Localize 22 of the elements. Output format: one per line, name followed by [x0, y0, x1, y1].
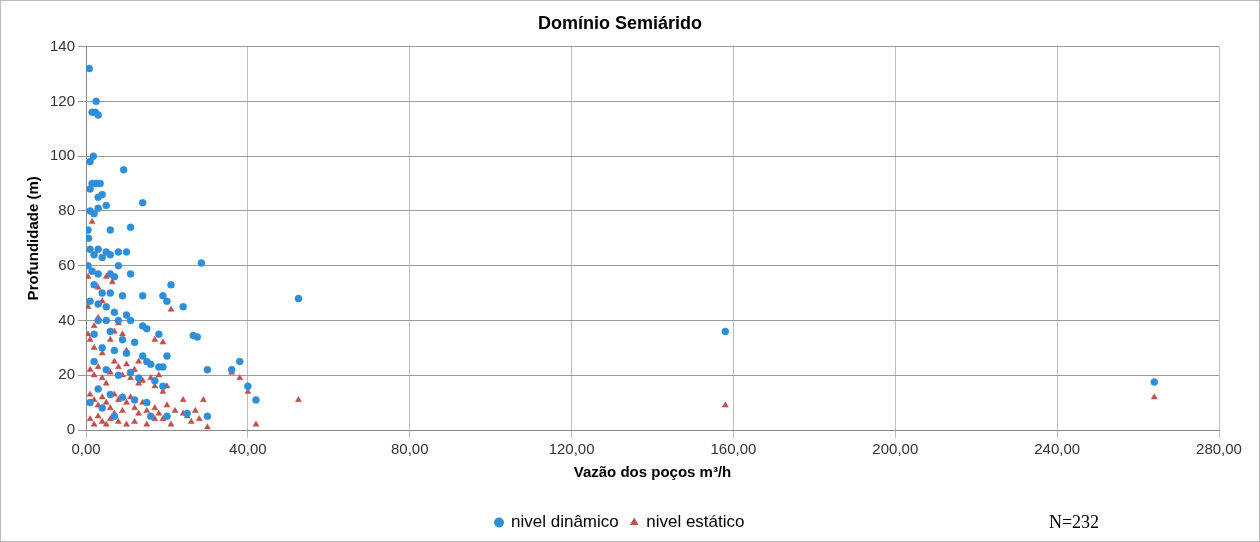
y-axis-title: Profundidade (m) — [24, 176, 42, 301]
y-tick-label: 40 — [58, 310, 76, 328]
y-tick-label: 60 — [58, 255, 76, 273]
chart-title: Domínio Semiárido — [537, 12, 703, 33]
y-tick-label: 140 — [50, 36, 76, 54]
y-tick-label: 20 — [58, 365, 76, 383]
y-tick-label: 100 — [50, 146, 76, 164]
x-tick-label: 280,00 — [1196, 440, 1242, 458]
y-tick-label: 80 — [58, 201, 76, 219]
legend-label: nivel estático — [646, 512, 745, 532]
x-tick-label: 240,00 — [1034, 440, 1081, 458]
text: N=232 — [1048, 511, 1100, 532]
x-tick-label: 200,00 — [872, 440, 919, 458]
x-tick-label: 80,00 — [390, 440, 429, 458]
y-tick-label: 0 — [66, 420, 76, 438]
x-tick-label: 0,00 — [71, 440, 101, 458]
x-tick-label: 160,00 — [710, 440, 757, 458]
y-tick-label: 120 — [50, 91, 76, 109]
legend-label: nivel dinâmico — [511, 512, 619, 532]
x-tick-label: 120,00 — [548, 440, 595, 458]
x-tick-label: 40,00 — [229, 440, 267, 458]
x-axis-title: Vazão dos poços m³/h — [573, 463, 732, 481]
